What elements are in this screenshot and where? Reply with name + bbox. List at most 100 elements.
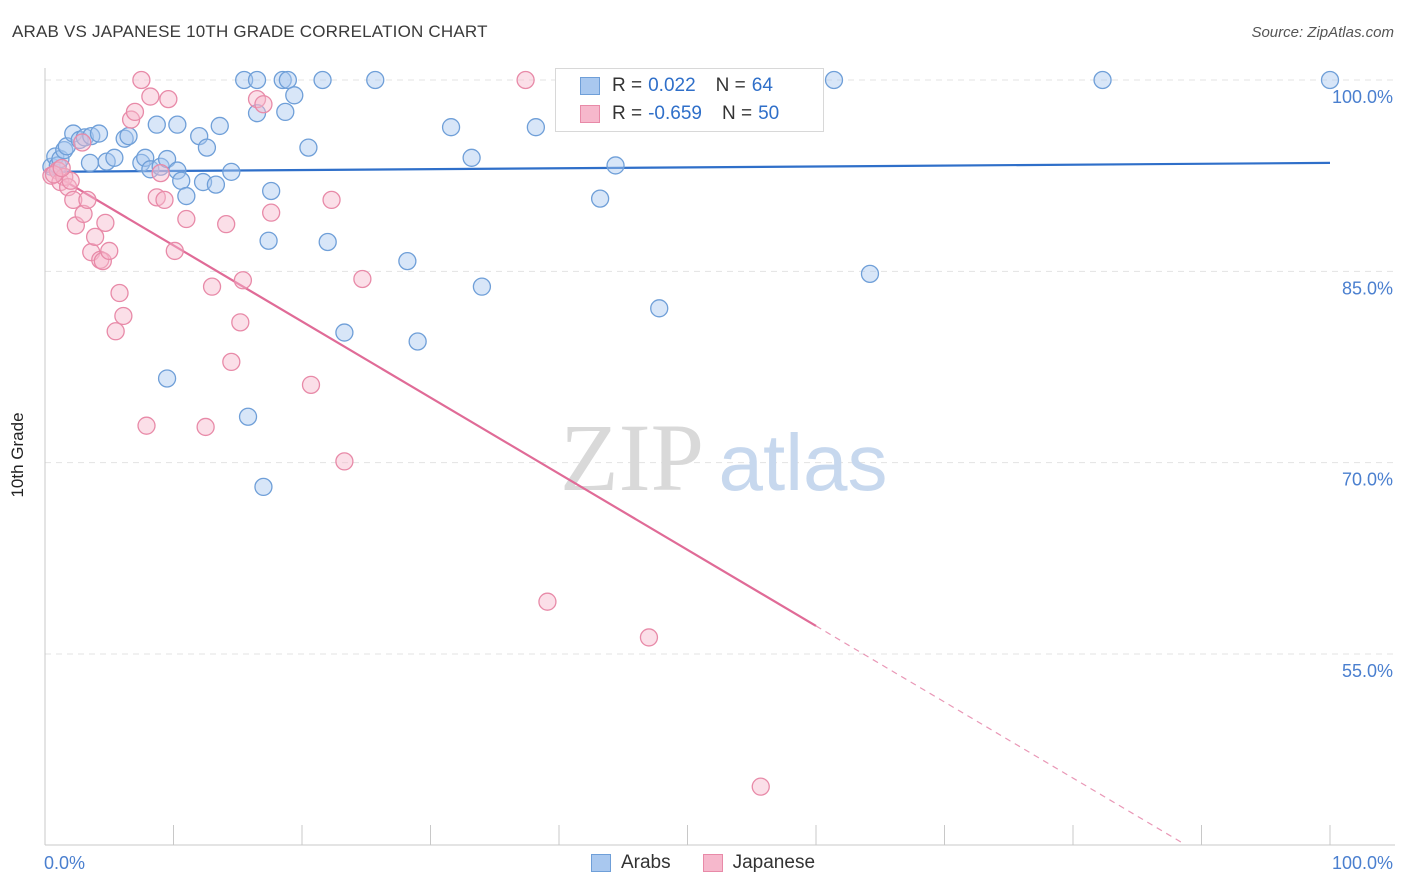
arabs-point bbox=[262, 181, 281, 201]
arabs-point bbox=[441, 118, 461, 137]
arabs-legend-swatch bbox=[590, 854, 611, 872]
arabs-point bbox=[89, 124, 109, 143]
japanese-point bbox=[233, 271, 253, 290]
arabs-point bbox=[238, 407, 258, 426]
arabs-point bbox=[472, 277, 492, 296]
arabs-point bbox=[197, 138, 217, 157]
arabs-point bbox=[136, 148, 155, 167]
n-label: N = bbox=[715, 75, 746, 96]
japanese-swatch bbox=[580, 105, 600, 123]
japanese-point bbox=[262, 203, 281, 222]
arabs-point bbox=[147, 115, 166, 134]
japanese-point bbox=[751, 777, 770, 796]
arabs-point bbox=[168, 115, 187, 134]
arabs-point bbox=[313, 70, 332, 90]
legend-row-arabs: R = 0.022 N = 64 bbox=[580, 74, 793, 98]
axes bbox=[44, 68, 1395, 846]
r-label: R = bbox=[612, 103, 643, 124]
japanese-point bbox=[538, 592, 557, 611]
arabs-point bbox=[276, 102, 295, 122]
arabs-point bbox=[259, 231, 278, 250]
japanese-point bbox=[335, 452, 354, 471]
japanese-legend-swatch bbox=[702, 854, 723, 872]
japanese-point bbox=[141, 87, 160, 106]
japanese-point bbox=[151, 163, 170, 183]
japanese-trend-line bbox=[44, 168, 817, 627]
japanese-point bbox=[96, 213, 115, 233]
r-label: R = bbox=[612, 75, 643, 96]
watermark-zip: ZIP bbox=[560, 404, 704, 511]
japanese-point bbox=[64, 190, 83, 210]
arabs-point bbox=[210, 116, 229, 136]
japanese-point bbox=[100, 241, 119, 261]
arabs-point bbox=[235, 70, 254, 90]
arabs-r-value: 0.022 bbox=[648, 75, 696, 96]
japanese-point bbox=[78, 190, 97, 210]
japanese-point bbox=[165, 241, 184, 261]
japanese-point bbox=[217, 214, 236, 234]
japanese-r-value: -0.659 bbox=[648, 103, 702, 124]
arabs-point bbox=[606, 156, 625, 175]
arabs-point bbox=[206, 175, 226, 194]
arabs-point bbox=[222, 162, 241, 181]
arabs-trend-line bbox=[44, 161, 1331, 173]
arabs-point bbox=[75, 128, 94, 147]
arabs-point bbox=[462, 148, 481, 167]
legend-item-arabs: Arabs bbox=[590, 852, 671, 874]
y-axis-label: 10th Grade bbox=[8, 412, 27, 498]
arabs-point bbox=[254, 477, 273, 497]
arabs-point bbox=[247, 104, 267, 123]
japanese-point bbox=[639, 628, 659, 647]
legend-item-japanese: Japanese bbox=[702, 852, 816, 874]
arabs-point bbox=[318, 232, 337, 252]
n-label: N = bbox=[721, 103, 753, 124]
arabs-point bbox=[285, 86, 304, 105]
arabs-point bbox=[590, 189, 610, 208]
arabs-point bbox=[398, 251, 417, 271]
y-tick-label: 70.0% bbox=[1342, 470, 1393, 490]
japanese-point bbox=[231, 313, 250, 332]
arabs-n-value: 64 bbox=[751, 75, 773, 96]
arabs-point bbox=[366, 70, 385, 90]
arabs-point bbox=[299, 138, 318, 157]
japanese-point bbox=[132, 70, 151, 90]
japanese-point bbox=[114, 306, 133, 326]
arabs-point bbox=[650, 299, 669, 318]
source-note: Source: ZipAtlas.com bbox=[1251, 24, 1394, 41]
arabs-point bbox=[105, 148, 124, 167]
japanese-point bbox=[85, 227, 105, 247]
arabs-point bbox=[157, 369, 177, 388]
y-tick-label: 100.0% bbox=[1332, 87, 1393, 107]
arabs-point bbox=[172, 171, 191, 190]
x-tick-label-end: 100.0% bbox=[1332, 853, 1393, 873]
arabs-point bbox=[526, 118, 546, 137]
japanese-legend-label: Japanese bbox=[732, 852, 816, 873]
japanese-point bbox=[322, 190, 341, 210]
japanese-point bbox=[353, 269, 372, 289]
arabs-point bbox=[247, 70, 267, 90]
japanese-point bbox=[159, 89, 178, 109]
x-tick-label-start: 0.0% bbox=[44, 853, 85, 873]
japanese-point bbox=[52, 158, 71, 178]
y-tick-label: 85.0% bbox=[1342, 278, 1393, 298]
japanese-point bbox=[106, 322, 125, 341]
arabs-point bbox=[80, 153, 100, 173]
japanese-point bbox=[177, 209, 196, 229]
japanese-point bbox=[222, 352, 241, 372]
trend-lines bbox=[44, 161, 1331, 844]
arabs-point bbox=[1320, 70, 1340, 90]
chart-title: ARAB VS JAPANESE 10TH GRADE CORRELATION … bbox=[12, 22, 488, 41]
japanese-point bbox=[202, 277, 222, 296]
arabs-point bbox=[119, 126, 138, 146]
japanese-point bbox=[137, 416, 156, 435]
arabs-legend-label: Arabs bbox=[620, 852, 671, 873]
japanese-point bbox=[110, 283, 129, 303]
japanese-point bbox=[196, 417, 215, 437]
tick-labels: 55.0% 70.0% 85.0% 100.0% 0.0% 100.0% bbox=[44, 87, 1393, 873]
y-tick-label: 55.0% bbox=[1342, 661, 1393, 681]
japanese-point bbox=[93, 251, 112, 271]
japanese-point bbox=[61, 171, 80, 190]
arabs-swatch bbox=[580, 77, 600, 95]
japanese-point bbox=[516, 70, 535, 90]
